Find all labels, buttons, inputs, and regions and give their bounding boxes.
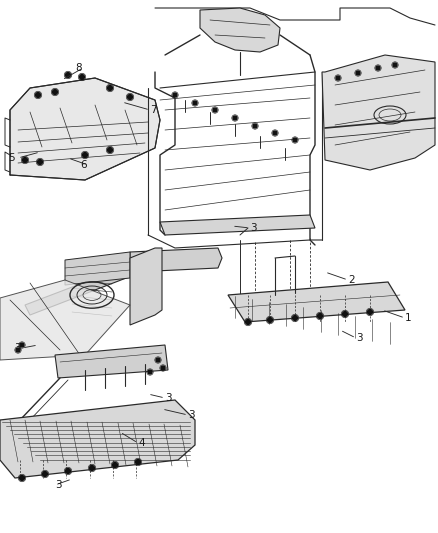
- Circle shape: [253, 124, 257, 128]
- Circle shape: [135, 459, 141, 464]
- Circle shape: [66, 469, 71, 473]
- Circle shape: [273, 131, 277, 135]
- Circle shape: [233, 116, 237, 120]
- Polygon shape: [0, 280, 130, 360]
- Text: 8: 8: [75, 63, 81, 73]
- Circle shape: [20, 343, 24, 347]
- Circle shape: [161, 366, 165, 370]
- Text: 1: 1: [405, 313, 412, 323]
- Polygon shape: [200, 8, 280, 52]
- Circle shape: [38, 159, 42, 165]
- Circle shape: [20, 475, 25, 481]
- Circle shape: [173, 93, 177, 97]
- Circle shape: [293, 316, 297, 320]
- Circle shape: [318, 313, 322, 319]
- Circle shape: [22, 157, 28, 163]
- Polygon shape: [228, 282, 405, 322]
- Text: 6: 6: [80, 160, 87, 170]
- Circle shape: [82, 152, 88, 157]
- Circle shape: [107, 148, 113, 152]
- Text: 3: 3: [14, 343, 21, 353]
- Polygon shape: [160, 215, 315, 235]
- Polygon shape: [322, 55, 435, 170]
- Circle shape: [367, 310, 372, 314]
- Circle shape: [53, 90, 57, 94]
- Text: 2: 2: [348, 275, 355, 285]
- Text: 3: 3: [250, 223, 257, 233]
- Circle shape: [35, 93, 40, 98]
- Polygon shape: [55, 345, 168, 378]
- Circle shape: [336, 76, 340, 80]
- Polygon shape: [0, 400, 195, 478]
- Circle shape: [213, 108, 217, 112]
- Circle shape: [193, 101, 197, 105]
- Circle shape: [148, 370, 152, 374]
- Circle shape: [89, 465, 95, 471]
- Polygon shape: [65, 252, 130, 285]
- Polygon shape: [130, 248, 162, 325]
- Circle shape: [293, 138, 297, 142]
- Text: 3: 3: [188, 410, 194, 420]
- Text: 3: 3: [356, 333, 363, 343]
- Circle shape: [246, 319, 251, 325]
- Circle shape: [343, 311, 347, 317]
- Circle shape: [393, 63, 397, 67]
- Text: 5: 5: [8, 153, 14, 163]
- Text: 3: 3: [165, 393, 172, 403]
- Circle shape: [16, 348, 20, 352]
- Text: 3: 3: [55, 480, 62, 490]
- Circle shape: [80, 75, 85, 79]
- Circle shape: [113, 463, 117, 467]
- Text: 7: 7: [150, 105, 157, 115]
- Circle shape: [42, 472, 47, 477]
- Polygon shape: [25, 265, 134, 315]
- Circle shape: [156, 358, 160, 362]
- Text: 4: 4: [138, 438, 145, 448]
- Circle shape: [66, 72, 71, 77]
- Circle shape: [268, 318, 272, 322]
- Circle shape: [127, 94, 133, 100]
- Circle shape: [356, 71, 360, 75]
- Polygon shape: [130, 248, 222, 272]
- Polygon shape: [10, 78, 160, 180]
- Circle shape: [107, 85, 113, 91]
- Circle shape: [376, 66, 380, 70]
